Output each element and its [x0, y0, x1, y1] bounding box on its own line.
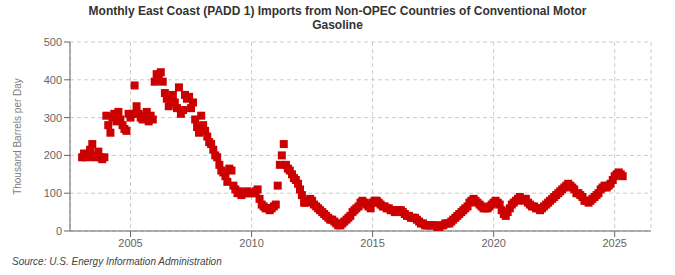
- svg-text:100: 100: [44, 187, 62, 199]
- svg-text:2015: 2015: [360, 237, 384, 249]
- svg-text:2025: 2025: [602, 237, 626, 249]
- svg-text:2005: 2005: [118, 237, 142, 249]
- svg-text:400: 400: [44, 74, 62, 86]
- svg-text:300: 300: [44, 112, 62, 124]
- svg-text:Thousand Barrels per Day: Thousand Barrels per Day: [12, 78, 23, 195]
- html-text:Source: U.S. Energy Informatio: Source: U.S. Energy Information Administ…: [12, 256, 222, 267]
- svg-text:0: 0: [56, 225, 62, 237]
- svg-text:2020: 2020: [481, 237, 505, 249]
- svg-text:200: 200: [44, 149, 62, 161]
- svg-text:500: 500: [44, 36, 62, 48]
- html-text:Monthly East Coast (PADD 1) Im: Monthly East Coast (PADD 1) Imports from…: [88, 4, 587, 32]
- svg-text:2010: 2010: [239, 237, 263, 249]
